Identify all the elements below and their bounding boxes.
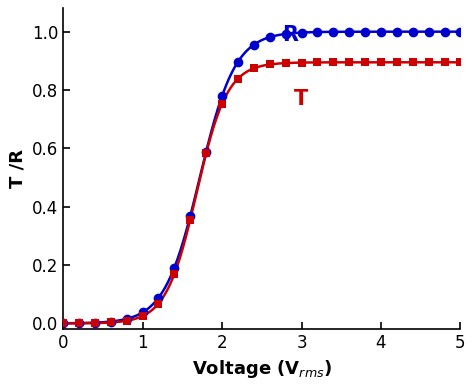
X-axis label: Voltage (V$_{rms}$): Voltage (V$_{rms}$) [191, 358, 332, 380]
Text: R: R [282, 24, 298, 45]
Text: T: T [293, 89, 308, 109]
Y-axis label: T /R: T /R [9, 149, 27, 188]
